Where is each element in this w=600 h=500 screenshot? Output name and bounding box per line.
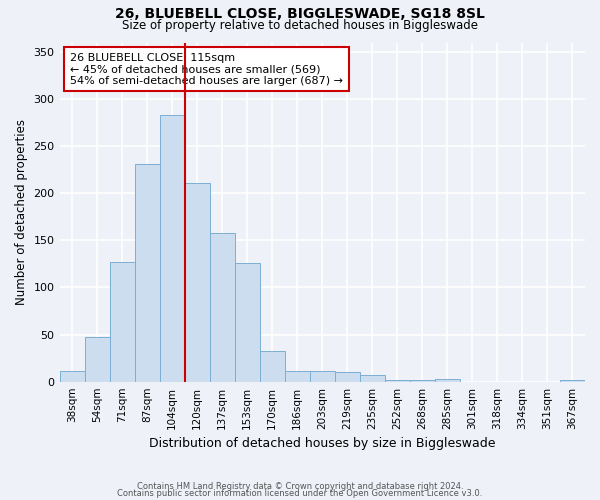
Bar (260, 350, 285, 382)
Text: Contains HM Land Registry data © Crown copyright and database right 2024.: Contains HM Land Registry data © Crown c… (137, 482, 463, 491)
Bar (209, 233, 235, 382)
Bar (360, 375, 385, 382)
Bar (435, 379, 460, 382)
Text: 26 BLUEBELL CLOSE: 115sqm
← 45% of detached houses are smaller (569)
54% of semi: 26 BLUEBELL CLOSE: 115sqm ← 45% of detac… (70, 52, 343, 86)
Bar (410, 380, 435, 382)
Bar (285, 372, 310, 382)
Y-axis label: Number of detached properties: Number of detached properties (15, 119, 28, 305)
Bar (235, 263, 260, 382)
X-axis label: Distribution of detached houses by size in Biggleswade: Distribution of detached houses by size … (149, 437, 496, 450)
Text: 26, BLUEBELL CLOSE, BIGGLESWADE, SG18 8SL: 26, BLUEBELL CLOSE, BIGGLESWADE, SG18 8S… (115, 8, 485, 22)
Bar (134, 164, 160, 382)
Bar (385, 380, 410, 382)
Bar (85, 338, 110, 382)
Text: Contains public sector information licensed under the Open Government Licence v3: Contains public sector information licen… (118, 488, 482, 498)
Bar (59, 372, 85, 382)
Bar (335, 372, 360, 382)
Bar (560, 380, 585, 382)
Bar (310, 372, 335, 382)
Bar (185, 183, 209, 382)
Text: Size of property relative to detached houses in Biggleswade: Size of property relative to detached ho… (122, 19, 478, 32)
Bar (160, 115, 185, 382)
Bar (110, 262, 134, 382)
